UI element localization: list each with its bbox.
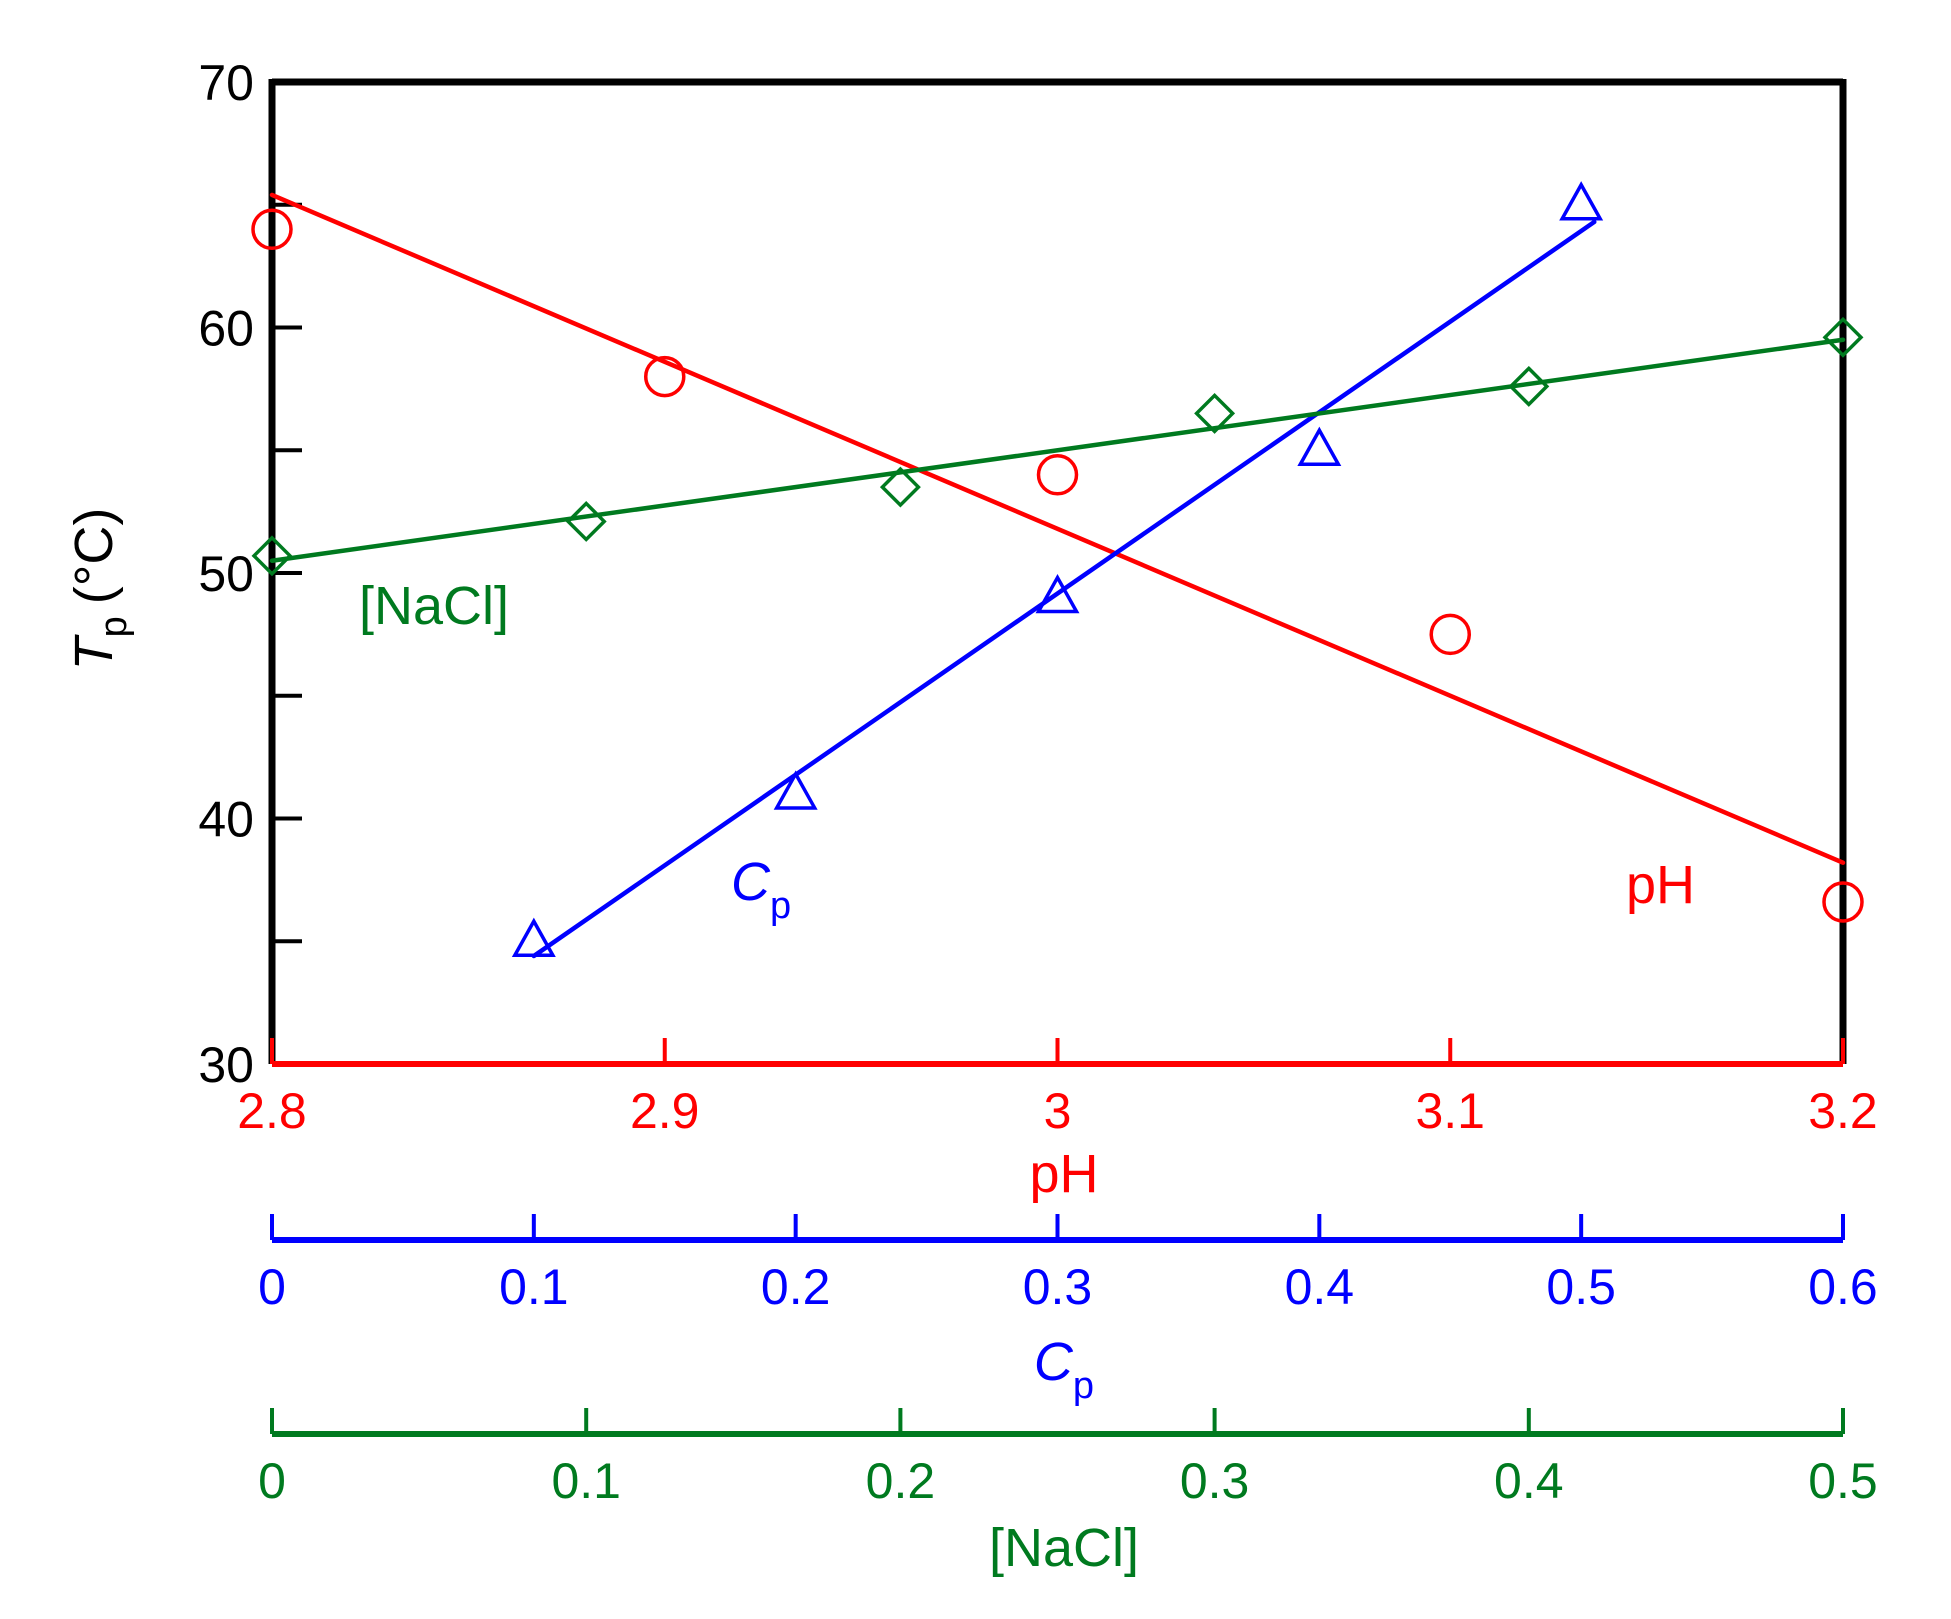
x-tick-label-cp-0.6: 0.6 [1808,1259,1878,1315]
x-axis-title-nacl: [NaCl] [989,1518,1139,1578]
x-axis-title-cp: Cp [1034,1332,1094,1407]
point-cp-1 [773,770,818,810]
point-nacl-1 [565,500,607,542]
point-ph-1 [644,355,686,398]
fit-line-nacl [269,337,1846,563]
x-tick-label-nacl-0.2: 0.2 [866,1453,936,1509]
x-axis-title-ph: pH [1029,1144,1098,1204]
x-tick-label-ph-3.1: 3.1 [1415,1083,1485,1139]
fit-line-ph [269,192,1846,865]
x-tick-label-cp-0.1: 0.1 [499,1259,569,1315]
x-tick-label-cp-0.4: 0.4 [1285,1259,1355,1315]
point-cp-3 [1297,426,1342,466]
x-tick-label-ph-2.8: 2.8 [237,1083,307,1139]
x-tick-label-ph-2.9: 2.9 [630,1083,700,1139]
point-ph-2 [1036,454,1079,496]
x-axis-cp: 0 0.1 0.2 0.3 0.4 0.5 0.6 [258,1214,1878,1315]
x-tick-label-nacl-0.5: 0.5 [1808,1453,1878,1509]
series-label-nacl: [NaCl] [359,576,509,636]
x-axes: 2.8 2.9 3 3.1 3.20 0.1 0.2 0.3 0.4 0.5 0.60 0.1 0.2 0… [237,1038,1878,1509]
y-tick-label-40: 40 [198,792,254,848]
x-tick-label-nacl-0.4: 0.4 [1494,1453,1564,1509]
x-tick-label-nacl-0: 0 [258,1453,286,1509]
y-axis: 30 40 50 60 70 [198,55,302,1093]
series-label-ph: pH [1626,855,1695,915]
point-nacl-2 [879,466,921,508]
x-tick-label-nacl-0.1: 0.1 [551,1453,621,1509]
y-tick-label-70: 70 [198,55,254,111]
x-axis-ph: 2.8 2.9 3 3.1 3.2 [237,1038,1878,1139]
point-cp-0 [511,917,556,957]
y-tick-label-30: 30 [198,1037,254,1093]
point-nacl-5 [1822,316,1864,358]
point-cp-2 [1035,573,1080,614]
x-tick-label-cp-0.5: 0.5 [1546,1259,1616,1315]
point-nacl-3 [1194,392,1236,434]
y-tick-label-60: 60 [198,301,254,357]
point-cp-4 [1559,181,1604,221]
x-tick-label-ph-3: 3 [1044,1083,1072,1139]
series-label-cp: Cp [731,852,791,927]
data-points [251,181,1864,957]
x-tick-label-cp-0: 0 [258,1259,286,1315]
point-nacl-4 [1508,365,1550,407]
x-tick-label-nacl-0.3: 0.3 [1180,1453,1250,1509]
y-axis-title: Tp(°C) [64,508,135,671]
point-ph-0 [251,208,293,251]
point-nacl-0 [251,535,293,577]
x-tick-label-cp-0.2: 0.2 [761,1259,831,1315]
x-tick-label-ph-3.2: 3.2 [1808,1083,1878,1139]
point-ph-3 [1429,613,1471,656]
x-axis-nacl: 0 0.1 0.2 0.3 0.4 0.5 [258,1408,1878,1509]
x-tick-label-cp-0.3: 0.3 [1023,1259,1093,1315]
y-tick-label-50: 50 [198,546,254,602]
point-ph-4 [1822,881,1864,923]
